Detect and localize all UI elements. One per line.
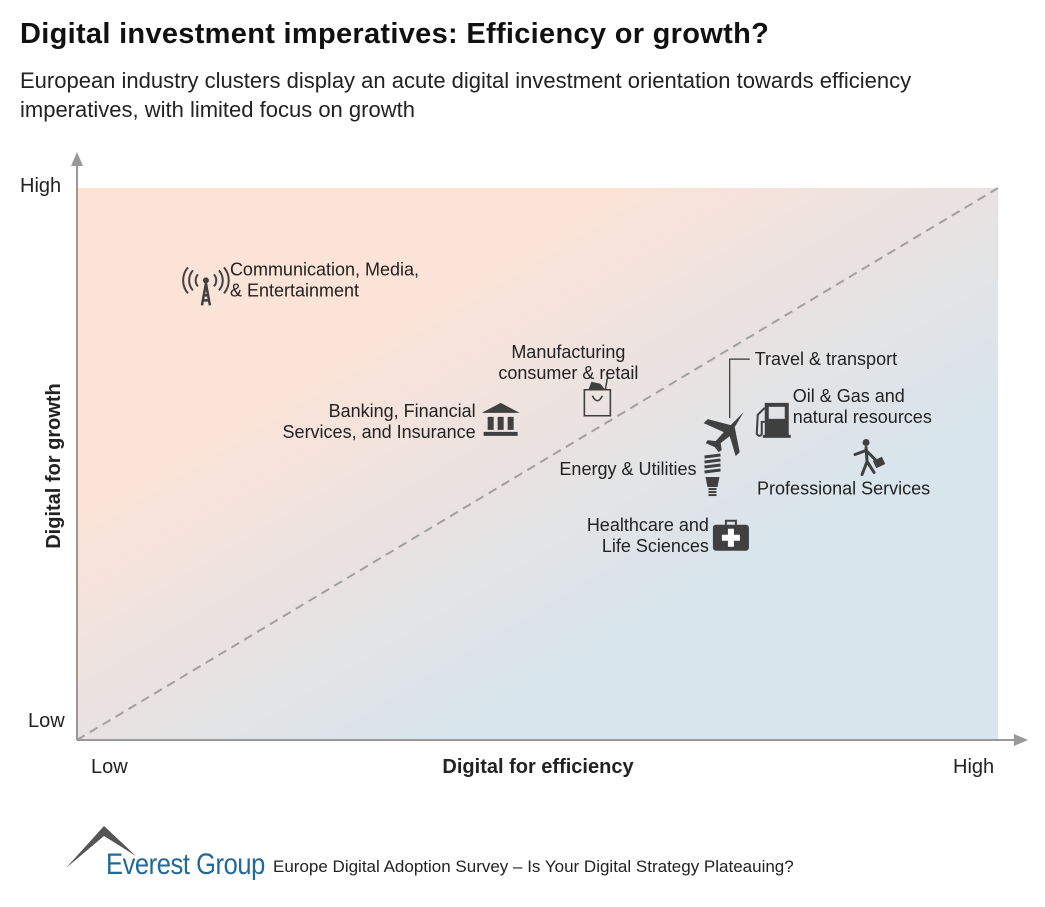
everest-group-logo: Everest Group [106,848,265,881]
data-label: Healthcare and [587,515,709,535]
page-subtitle: European industry clusters display an ac… [20,68,912,122]
bank-icon [481,402,520,436]
data-label: Services, and Insurance [283,422,476,442]
data-point: Travel & transport [703,349,897,457]
medical-kit-icon [712,519,749,551]
footer-source: Europe Digital Adoption Survey – Is Your… [273,857,794,876]
businessman-icon [853,438,886,476]
x-tick-low: Low [91,756,128,778]
x-tick-high: High [953,756,994,778]
data-label: & Entertainment [230,280,359,300]
page-title: Digital investment imperatives: Efficien… [20,18,770,50]
fuel-pump-icon [755,402,791,438]
data-point: Energy & Utilities [559,453,721,497]
data-label: Oil & Gas and [793,386,905,406]
y-tick-high: High [20,175,61,197]
x-axis-label: Digital for efficiency [442,756,634,778]
y-axis-arrow [71,152,83,166]
data-label: consumer & retail [498,363,638,383]
data-point: Communication, Media,& Entertainment [182,259,419,306]
data-label: Travel & transport [755,349,897,369]
radio-tower-icon [182,266,230,306]
light-bulb-icon [704,453,721,497]
data-label: Manufacturing [511,342,625,362]
y-tick-low: Low [28,710,65,732]
data-label: Professional Services [757,478,930,498]
data-label: Communication, Media, [230,259,419,279]
plot-background [77,188,998,740]
airplane-icon [703,410,746,457]
shopping-bag-icon [583,377,612,417]
everest-logo-mountain-icon [66,826,136,868]
x-axis-arrow [1014,734,1028,746]
data-point: Professional Services [757,438,930,498]
data-label: Life Sciences [602,536,709,556]
data-label: natural resources [793,407,932,427]
data-label: Energy & Utilities [559,459,696,479]
leader-line [729,358,750,419]
y-axis-label: Digital for growth [43,383,65,549]
data-label: Banking, Financial [329,401,476,421]
